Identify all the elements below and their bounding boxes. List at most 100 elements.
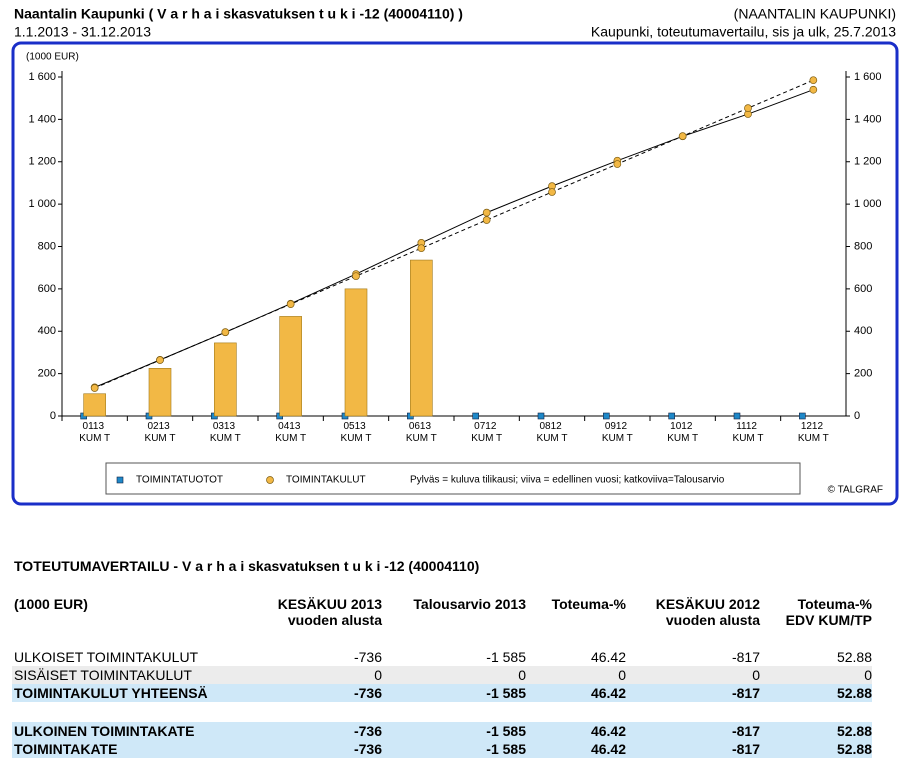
table-row: ULKOISET TOIMINTAKULUT -736 -1 585 46.42 -81… — [12, 648, 872, 666]
y2-tick-label: 1 600 — [854, 71, 882, 83]
cell: -736 — [353, 741, 382, 757]
header-cell: (1000 EUR) — [12, 596, 242, 648]
line — [94, 79, 814, 389]
y2-tick-label: 1 000 — [854, 198, 882, 210]
x-tick-label: 1012 KUM T — [667, 421, 698, 444]
cell: -817 — [731, 685, 760, 701]
cell: 0 — [864, 667, 872, 683]
y2-tick-label: 800 — [854, 240, 872, 252]
legend-label: TOIMINTAKULUT — [286, 475, 366, 486]
line-point — [286, 300, 295, 308]
table-title: TOTEUTUMAVERTAILU - V a r h a i skasvatu… — [14, 558, 480, 574]
cell: 46.42 — [590, 741, 626, 757]
point — [537, 412, 545, 420]
y-tick-label: 800 — [38, 240, 56, 252]
credit: © TALGRAF — [828, 485, 883, 496]
cell: -736 — [353, 649, 382, 665]
cell: 46.42 — [590, 723, 626, 739]
cell: -1 585 — [486, 685, 526, 701]
row-label: SISÄISET TOIMINTAKULUT — [14, 667, 192, 683]
row-label: ULKOINEN TOIMINTAKATE — [14, 723, 195, 739]
cell: -1 585 — [486, 741, 526, 757]
legend-marker — [266, 476, 274, 484]
bar — [410, 259, 433, 417]
y2-tick-label: 1 200 — [854, 156, 882, 168]
line-point — [90, 384, 99, 392]
legend-box — [105, 462, 801, 495]
table-row: SISÄISET TOIMINTAKULUT 0 0 0 0 0 — [12, 666, 872, 684]
cell: 0 — [618, 667, 626, 683]
line-point — [417, 244, 426, 253]
legend-note: Pylväs = kuluva tilikausi; viiva = edell… — [410, 475, 725, 486]
header-cell: Toteuma-% EDV KUM/TP — [760, 596, 872, 648]
cell: 52.88 — [836, 741, 872, 757]
cell: 52.88 — [836, 723, 872, 739]
cell: -817 — [731, 741, 760, 757]
cell: 52.88 — [836, 685, 872, 701]
line-point — [744, 104, 752, 112]
point — [733, 412, 741, 420]
table-row: ULKOINEN TOIMINTAKATE -736 -1 585 46.42 -817… — [12, 722, 872, 740]
y-tick-label: 1 400 — [28, 113, 56, 125]
point — [799, 412, 806, 420]
header-line: EDV KUM/TP — [785, 612, 872, 628]
cell: 46.42 — [590, 685, 626, 701]
line-point — [678, 132, 687, 140]
y2-tick-label: 600 — [854, 283, 872, 295]
y-tick-label: 1 200 — [28, 156, 56, 168]
line — [94, 89, 814, 388]
bar — [148, 368, 172, 417]
table-row: TOIMINTAKULUT YHTEENSÄ -736 -1 585 46.42 -81… — [12, 684, 872, 702]
header-line: Toteuma-% — [797, 596, 872, 612]
header-cell: KESÄKUU 2013 vuoden alusta — [242, 596, 382, 648]
header-line: Talousarvio 2013 — [413, 596, 526, 612]
header-cell: Toteuma-% — [526, 596, 626, 648]
table-header: (1000 EUR) KESÄKUU 2013 vuoden alusta Talou… — [12, 596, 872, 648]
x-tick-label: 0113 KUM T — [79, 421, 110, 444]
row-label: TOIMINTAKATE — [14, 741, 118, 757]
chart: Naantalin Kaupunki ( V a r h a i skasvat… — [11, 6, 899, 506]
x-tick-label: 0912 KUM T — [602, 421, 633, 444]
line-point — [548, 188, 556, 196]
line-point — [221, 328, 230, 336]
legend-marker — [116, 476, 124, 484]
cell: -817 — [731, 649, 760, 665]
cell: 52.88 — [836, 649, 872, 665]
header-cell: Talousarvio 2013 — [382, 596, 526, 648]
cell: -736 — [353, 685, 382, 701]
x-tick-label: 0712 KUM T — [471, 421, 502, 444]
y2-tick-label: 0 — [854, 410, 860, 422]
x-tick-label: 1212 KUM T — [798, 421, 829, 444]
x-tick-label: 0413 KUM T — [275, 421, 306, 444]
point — [472, 412, 479, 420]
header-line: vuoden alusta — [287, 612, 382, 628]
line-point — [613, 160, 622, 168]
y2-tick-label: 400 — [854, 325, 872, 337]
cell: 0 — [752, 667, 760, 683]
line-point — [482, 208, 491, 217]
y-tick-label: 400 — [38, 325, 56, 337]
line-point — [809, 76, 818, 85]
row-label: ULKOISET TOIMINTAKULUT — [14, 649, 199, 665]
cell: 0 — [374, 667, 382, 683]
cell: 0 — [518, 667, 526, 683]
chart-frame — [11, 41, 899, 506]
table: TOTEUTUMAVERTAILU - V a r h a i skasvatu… — [12, 558, 872, 758]
x-tick-label: 0313 KUM T — [210, 421, 241, 444]
spacer — [12, 702, 872, 722]
header-cell: KESÄKUU 2012 vuoden alusta — [626, 596, 760, 648]
header-line: KESÄKUU 2013 — [277, 596, 382, 612]
line-point — [482, 216, 491, 224]
x-tick-label: 0213 KUM T — [145, 421, 176, 444]
bar — [83, 393, 106, 417]
report-title: Naantalin Kaupunki ( V a r h a i skasvat… — [14, 6, 463, 22]
table-row: TOIMINTAKATE -736 -1 585 46.42 -817 52.88 — [12, 740, 872, 758]
unit-label: (1000 EUR) — [26, 52, 79, 63]
x-tick-label: 0513 KUM T — [341, 421, 372, 444]
header-line: KESÄKUU 2012 — [655, 596, 760, 612]
y2-tick-label: 1 400 — [854, 113, 882, 125]
line-point — [352, 272, 360, 281]
bar — [214, 342, 237, 417]
cell: -1 585 — [486, 723, 526, 739]
